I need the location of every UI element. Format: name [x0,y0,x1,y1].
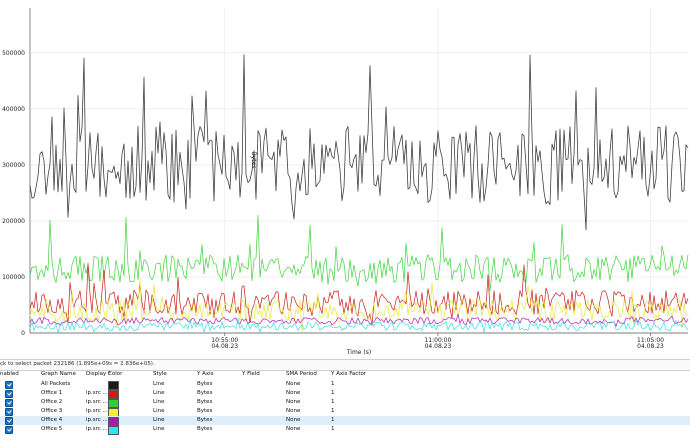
color-swatch[interactable] [108,389,119,399]
color-swatch[interactable] [108,416,119,426]
x-tick-label: 10:55:00 [211,337,238,344]
header-display-filter[interactable]: Display F [86,371,112,377]
enabled-checkbox[interactable] [5,399,13,407]
graph-name-cell[interactable]: Office 5 [41,426,63,432]
sma-period-cell[interactable]: None [286,390,301,396]
graph-name-cell[interactable]: Office 4 [41,417,63,423]
header-style[interactable]: Style [153,371,167,377]
y-axis-cell[interactable]: Bytes [197,399,213,405]
y-axis-factor-cell[interactable]: 1 [331,399,335,405]
enabled-checkbox[interactable] [5,390,13,398]
x-tick-date: 04.08.23 [637,343,664,350]
y-axis-cell[interactable]: Bytes [197,417,213,423]
y-axis-factor-cell[interactable]: 1 [331,426,335,432]
y-tick-label: 0 [21,330,25,337]
y-tick-label: 500000 [2,50,25,57]
graph-name-cell[interactable]: All Packets [41,381,71,387]
series-line-office-5 [29,318,689,334]
enabled-checkbox[interactable] [5,381,13,389]
sma-period-cell[interactable]: None [286,399,301,405]
y-axis-cell[interactable]: Bytes [197,408,213,414]
display-filter-cell[interactable]: ip.src ... [86,390,108,396]
table-header-row: nabled Graph Name Display F Color Style … [0,370,690,379]
sma-period-cell[interactable]: None [286,417,301,423]
table-row[interactable]: Office 1 ip.src ... Line Bytes None 1 [0,389,690,399]
header-sma-period[interactable]: SMA Period [286,371,317,377]
color-swatch[interactable] [108,380,119,390]
y-axis-factor-cell[interactable]: 1 [331,408,335,414]
enabled-checkbox[interactable] [5,417,13,425]
y-tick-label: 300000 [2,162,25,169]
style-cell[interactable]: Line [153,390,165,396]
style-cell[interactable]: Line [153,381,165,387]
y-axis-factor-cell[interactable]: 1 [331,417,335,423]
display-filter-cell[interactable]: ip.src ... [86,408,108,414]
series-line-office-2 [29,214,689,292]
table-row[interactable]: Office 2 ip.src ... Line Bytes None 1 [0,398,690,408]
display-filter-cell[interactable]: ip.src ... [86,417,108,423]
sma-period-cell[interactable]: None [286,426,301,432]
style-cell[interactable]: Line [153,399,165,405]
x-tick-date: 04.08.23 [425,343,452,350]
x-tick-date: 04.08.23 [211,343,238,350]
graph-table[interactable]: nabled Graph Name Display F Color Style … [0,370,690,440]
x-tick-label: 11:00:00 [424,337,451,344]
series-line-all-packets [29,54,689,231]
graph-name-cell[interactable]: Office 3 [41,408,63,414]
y-axis-label: Bytes [250,152,257,169]
header-enabled[interactable]: nabled [0,371,19,377]
x-axis-label: Time (s) [346,349,371,356]
header-graph-name[interactable]: Graph Name [41,371,76,377]
y-tick-label: 400000 [2,106,25,113]
y-axis-factor-cell[interactable]: 1 [331,381,335,387]
display-filter-cell[interactable]: ip.src ... [86,426,108,432]
header-y-field[interactable]: Y Field [242,371,260,377]
series-line-office-1 [29,262,689,326]
y-axis-cell[interactable]: Bytes [197,390,213,396]
style-cell[interactable]: Line [153,408,165,414]
x-tick-label: 11:05:00 [637,337,664,344]
sma-period-cell[interactable]: None [286,381,301,387]
io-graph-chart[interactable]: 010000020000030000040000050000010:55:000… [0,0,690,360]
color-swatch[interactable] [108,425,119,435]
y-tick-label: 200000 [2,218,25,225]
io-graph-plot[interactable]: 0 100000 200000 300000 400000 500000 10:55:00 0… [0,0,690,360]
display-filter-cell[interactable]: ip.src ... [86,399,108,405]
table-row[interactable]: Office 3 ip.src ... Line Bytes None 1 [0,407,690,417]
series-line-office-4 [29,313,689,327]
series-line-office-3 [29,278,689,332]
style-cell[interactable]: Line [153,417,165,423]
y-tick-label: 100000 [2,274,25,281]
status-bar: ck to select packet 232186 (1.895e+09s =… [0,359,690,371]
table-row[interactable]: All Packets Line Bytes None 1 [0,380,690,390]
graph-name-cell[interactable]: Office 2 [41,399,63,405]
header-y-axis-factor[interactable]: Y Axis Factor [331,371,367,377]
color-swatch[interactable] [108,398,119,408]
sma-period-cell[interactable]: None [286,408,301,414]
header-y-axis[interactable]: Y Axis [197,371,214,377]
header-color[interactable]: Color [108,371,123,377]
y-axis-cell[interactable]: Bytes [197,426,213,432]
y-axis-cell[interactable]: Bytes [197,381,213,387]
y-axis-factor-cell[interactable]: 1 [331,390,335,396]
table-row[interactable]: Office 4 ip.src ... Line Bytes None 1 [0,416,690,426]
enabled-checkbox[interactable] [5,426,13,434]
enabled-checkbox[interactable] [5,408,13,416]
style-cell[interactable]: Line [153,426,165,432]
graph-name-cell[interactable]: Office 1 [41,390,63,396]
status-text: ck to select packet 232186 (1.895e+09s =… [0,361,155,367]
table-row[interactable]: Office 5 ip.src ... Line Bytes None 1 [0,425,690,435]
